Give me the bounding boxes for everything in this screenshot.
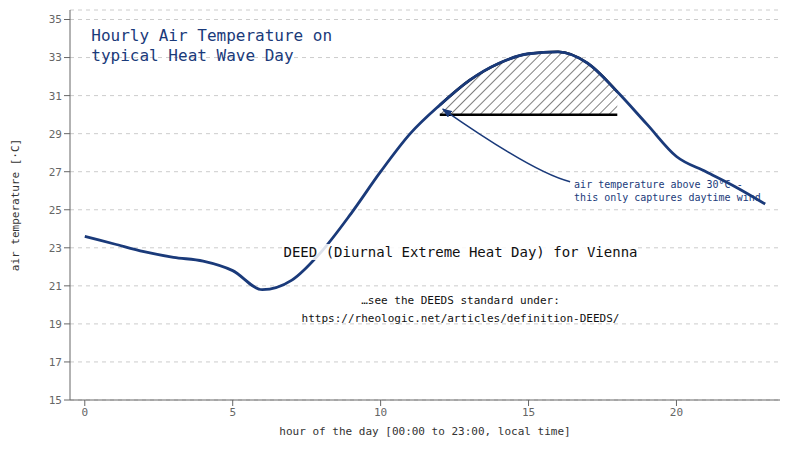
svg-text:hour of the day [00:00 to 23:0: hour of the day [00:00 to 23:00, local t…	[279, 425, 570, 438]
svg-text:5: 5	[229, 406, 236, 419]
svg-text:0: 0	[81, 406, 88, 419]
svg-text:15: 15	[49, 394, 62, 407]
svg-text:20: 20	[670, 406, 683, 419]
svg-text:17: 17	[49, 356, 62, 369]
html-text:Hourly Air Temperature on typi: Hourly Air Temperature on typical Heat W…	[91, 25, 333, 66]
svg-text:27: 27	[49, 166, 62, 179]
svg-text:33: 33	[49, 51, 62, 64]
svg-text:21: 21	[49, 280, 62, 293]
svg-text:23: 23	[49, 242, 62, 255]
svg-text:air temperature [·C]: air temperature [·C]	[9, 139, 22, 271]
svg-text:15: 15	[522, 406, 535, 419]
svg-text:19: 19	[49, 318, 62, 331]
html-text:DEED (Diurnal Extreme Heat Day: DEED (Diurnal Extreme Heat Day) for Vien…	[283, 243, 638, 260]
svg-text:25: 25	[49, 204, 62, 217]
html-text:…see the DEEDS standard under:: …see the DEEDS standard under: https://r…	[301, 294, 620, 326]
html-text:air temperature above 30°C - t: air temperature above 30°C - this only c…	[574, 178, 761, 203]
svg-text:10: 10	[374, 406, 387, 419]
svg-text:31: 31	[49, 90, 62, 103]
svg-text:29: 29	[49, 128, 62, 141]
svg-text:35: 35	[49, 13, 62, 26]
